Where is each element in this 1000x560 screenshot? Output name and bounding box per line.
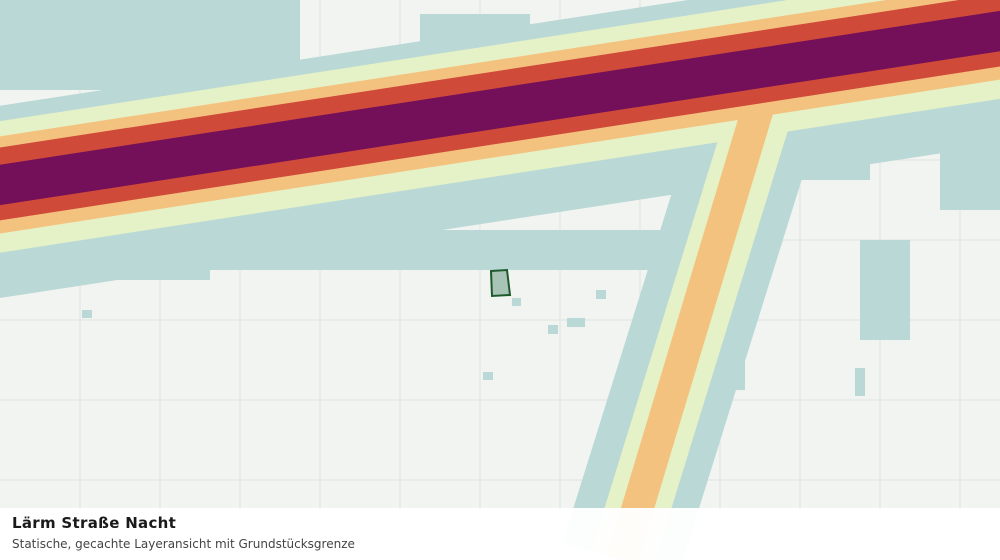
map-subtitle: Statische, gecachte Layeransicht mit Gru… xyxy=(12,537,355,551)
map-title: Lärm Straße Nacht xyxy=(12,514,177,532)
caption: Lärm Straße Nacht Statische, gecachte La… xyxy=(0,508,1000,560)
property-boundary xyxy=(489,268,512,298)
